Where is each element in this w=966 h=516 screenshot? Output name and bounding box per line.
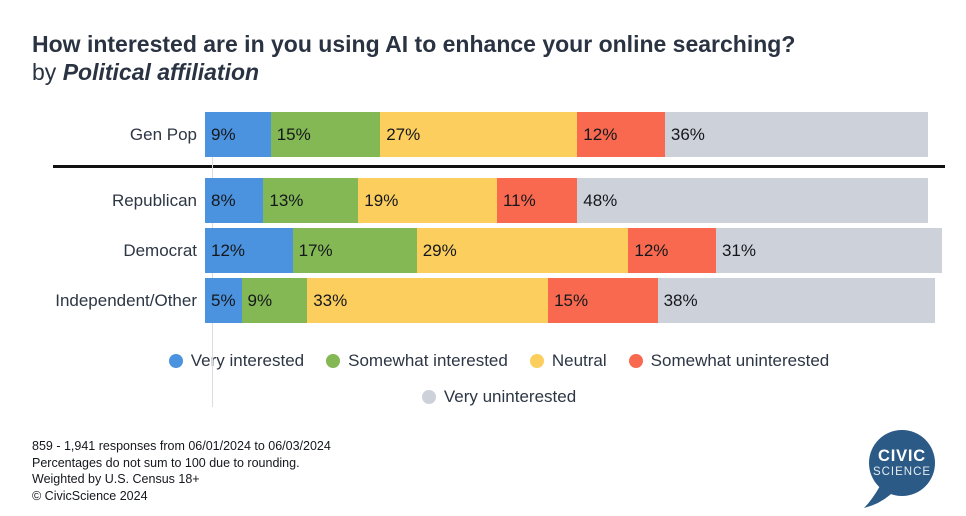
logo-bubble xyxy=(869,430,935,496)
segment-value-label: 29% xyxy=(422,240,457,260)
bar-segment: 33% xyxy=(307,278,549,323)
legend-label: Very interested xyxy=(190,351,305,370)
segment-value-label: 15% xyxy=(276,124,311,144)
bar-segment: 8% xyxy=(205,178,264,223)
segment-value-label: 8% xyxy=(211,190,236,210)
segment-value-label: 9% xyxy=(247,290,273,310)
legend-dot-icon xyxy=(326,354,341,368)
bar-segment: 12% xyxy=(205,228,293,273)
stacked-bar-chart: Gen Pop 9% 15% 27% 12% 36% Republican 8% 13% 19% 1… xyxy=(53,112,945,407)
bar-segment: 17% xyxy=(292,228,417,273)
legend-dot-icon xyxy=(421,390,436,404)
legend-item: Very interested xyxy=(168,351,305,371)
category-label: Democrat xyxy=(123,241,197,260)
segment-value-label: 48% xyxy=(583,190,618,210)
chart-row: Gen Pop 9% 15% 27% 12% 36% xyxy=(53,112,945,157)
bar-segment: 9% xyxy=(205,112,271,157)
bar-segment: 36% xyxy=(664,112,928,157)
segment-value-label: 12% xyxy=(583,124,618,144)
logo-text-civic: CIVIC xyxy=(878,447,926,465)
bar-segment: 48% xyxy=(577,178,928,223)
legend-label: Neutral xyxy=(551,351,607,370)
segment-value-label: 27% xyxy=(386,124,421,144)
bar-segment: 15% xyxy=(548,278,658,323)
bar-segment: 11% xyxy=(496,178,578,223)
legend-row: Very uninterested xyxy=(421,387,577,407)
footer-copyright: © CivicScience 2024 xyxy=(32,488,148,503)
legend-item: Very uninterested xyxy=(421,387,577,407)
legend-row: Very interested Somewhat interested Neutra… xyxy=(168,351,830,371)
bar-segment: 38% xyxy=(657,278,935,323)
legend-item: Somewhat uninterested xyxy=(628,351,830,371)
bar-segment: 31% xyxy=(715,228,943,273)
bar-segment: 13% xyxy=(263,178,359,223)
segment-value-label: 33% xyxy=(313,290,348,310)
footer-responses: 859 - 1,941 responses from 06/01/2024 to… xyxy=(32,439,331,453)
segment-value-label: 19% xyxy=(364,190,399,210)
segment-value-label: 5% xyxy=(211,290,236,310)
category-label: Republican xyxy=(111,191,197,210)
segment-value-label: 31% xyxy=(721,240,756,260)
legend-item: Somewhat interested xyxy=(326,351,508,371)
title-question: How interested are in you using AI to en… xyxy=(32,31,796,57)
chart-title: How interested are in you using AI to en… xyxy=(0,0,966,86)
legend-dot-icon xyxy=(628,354,643,368)
segment-value-label: 12% xyxy=(634,240,669,260)
bar-segment: 5% xyxy=(205,278,242,323)
civicscience-logo: CIVIC SCIENCE xyxy=(864,430,935,508)
segment-value-label: 9% xyxy=(211,124,236,144)
bar-segment: 15% xyxy=(270,112,381,157)
legend-label: Somewhat interested xyxy=(348,351,508,370)
bar-segment: 19% xyxy=(358,178,497,223)
category-label: Independent/Other xyxy=(55,291,197,310)
bar-segment: 9% xyxy=(241,278,308,323)
segment-value-label: 38% xyxy=(663,290,698,310)
subtitle-prefix: by xyxy=(32,59,63,85)
footer-rounding-note: Percentages do not sum to 100 due to rou… xyxy=(32,455,300,470)
logo-text-science: SCIENCE xyxy=(873,466,931,478)
footer-weighting-note: Weighted by U.S. Census 18+ xyxy=(32,472,200,486)
stacked-bar: 8% 13% 19% 11% 48% xyxy=(205,178,928,223)
chart-rows: Gen Pop 9% 15% 27% 12% 36% Republican 8% 13% 19% 1… xyxy=(53,112,945,323)
segment-value-label: 15% xyxy=(554,290,589,310)
chart-row: Republican 8% 13% 19% 11% 48% xyxy=(53,178,945,223)
legend-label: Very uninterested xyxy=(443,387,577,406)
legend-dot-icon xyxy=(529,354,544,368)
segment-value-label: 36% xyxy=(670,124,705,144)
category-label: Gen Pop xyxy=(129,125,197,144)
stacked-bar: 5% 9% 33% 15% 38% xyxy=(205,278,935,323)
segment-value-label: 11% xyxy=(502,190,536,210)
bar-segment: 27% xyxy=(380,112,578,157)
gen-pop-separator xyxy=(53,165,945,168)
segment-value-label: 13% xyxy=(269,190,304,210)
segment-value-label: 12% xyxy=(211,240,246,260)
bar-segment: 12% xyxy=(577,112,665,157)
legend-label: Somewhat uninterested xyxy=(650,351,830,370)
subtitle-emphasis: Political affiliation xyxy=(62,59,260,85)
bar-segment: 29% xyxy=(416,228,629,273)
legend-dot-icon xyxy=(168,354,183,368)
logo-bubble-tail xyxy=(864,486,891,508)
title-subtitle: by Political affiliation xyxy=(32,58,934,86)
segment-value-label: 17% xyxy=(298,240,333,260)
stacked-bar: 12% 17% 29% 12% 31% xyxy=(205,228,943,273)
legend-item: Neutral xyxy=(529,351,607,371)
chart-row: Democrat 12% 17% 29% 12% 31% xyxy=(53,228,945,273)
bar-segment: 12% xyxy=(628,228,716,273)
footer-notes: 859 - 1,941 responses from 06/01/2024 to… xyxy=(32,438,331,504)
legend: Very interested Somewhat interested Neutra… xyxy=(53,351,945,407)
stacked-bar: 9% 15% 27% 12% 36% xyxy=(205,112,928,157)
chart-row: Independent/Other 5% 9% 33% 15% 38% xyxy=(53,278,945,323)
